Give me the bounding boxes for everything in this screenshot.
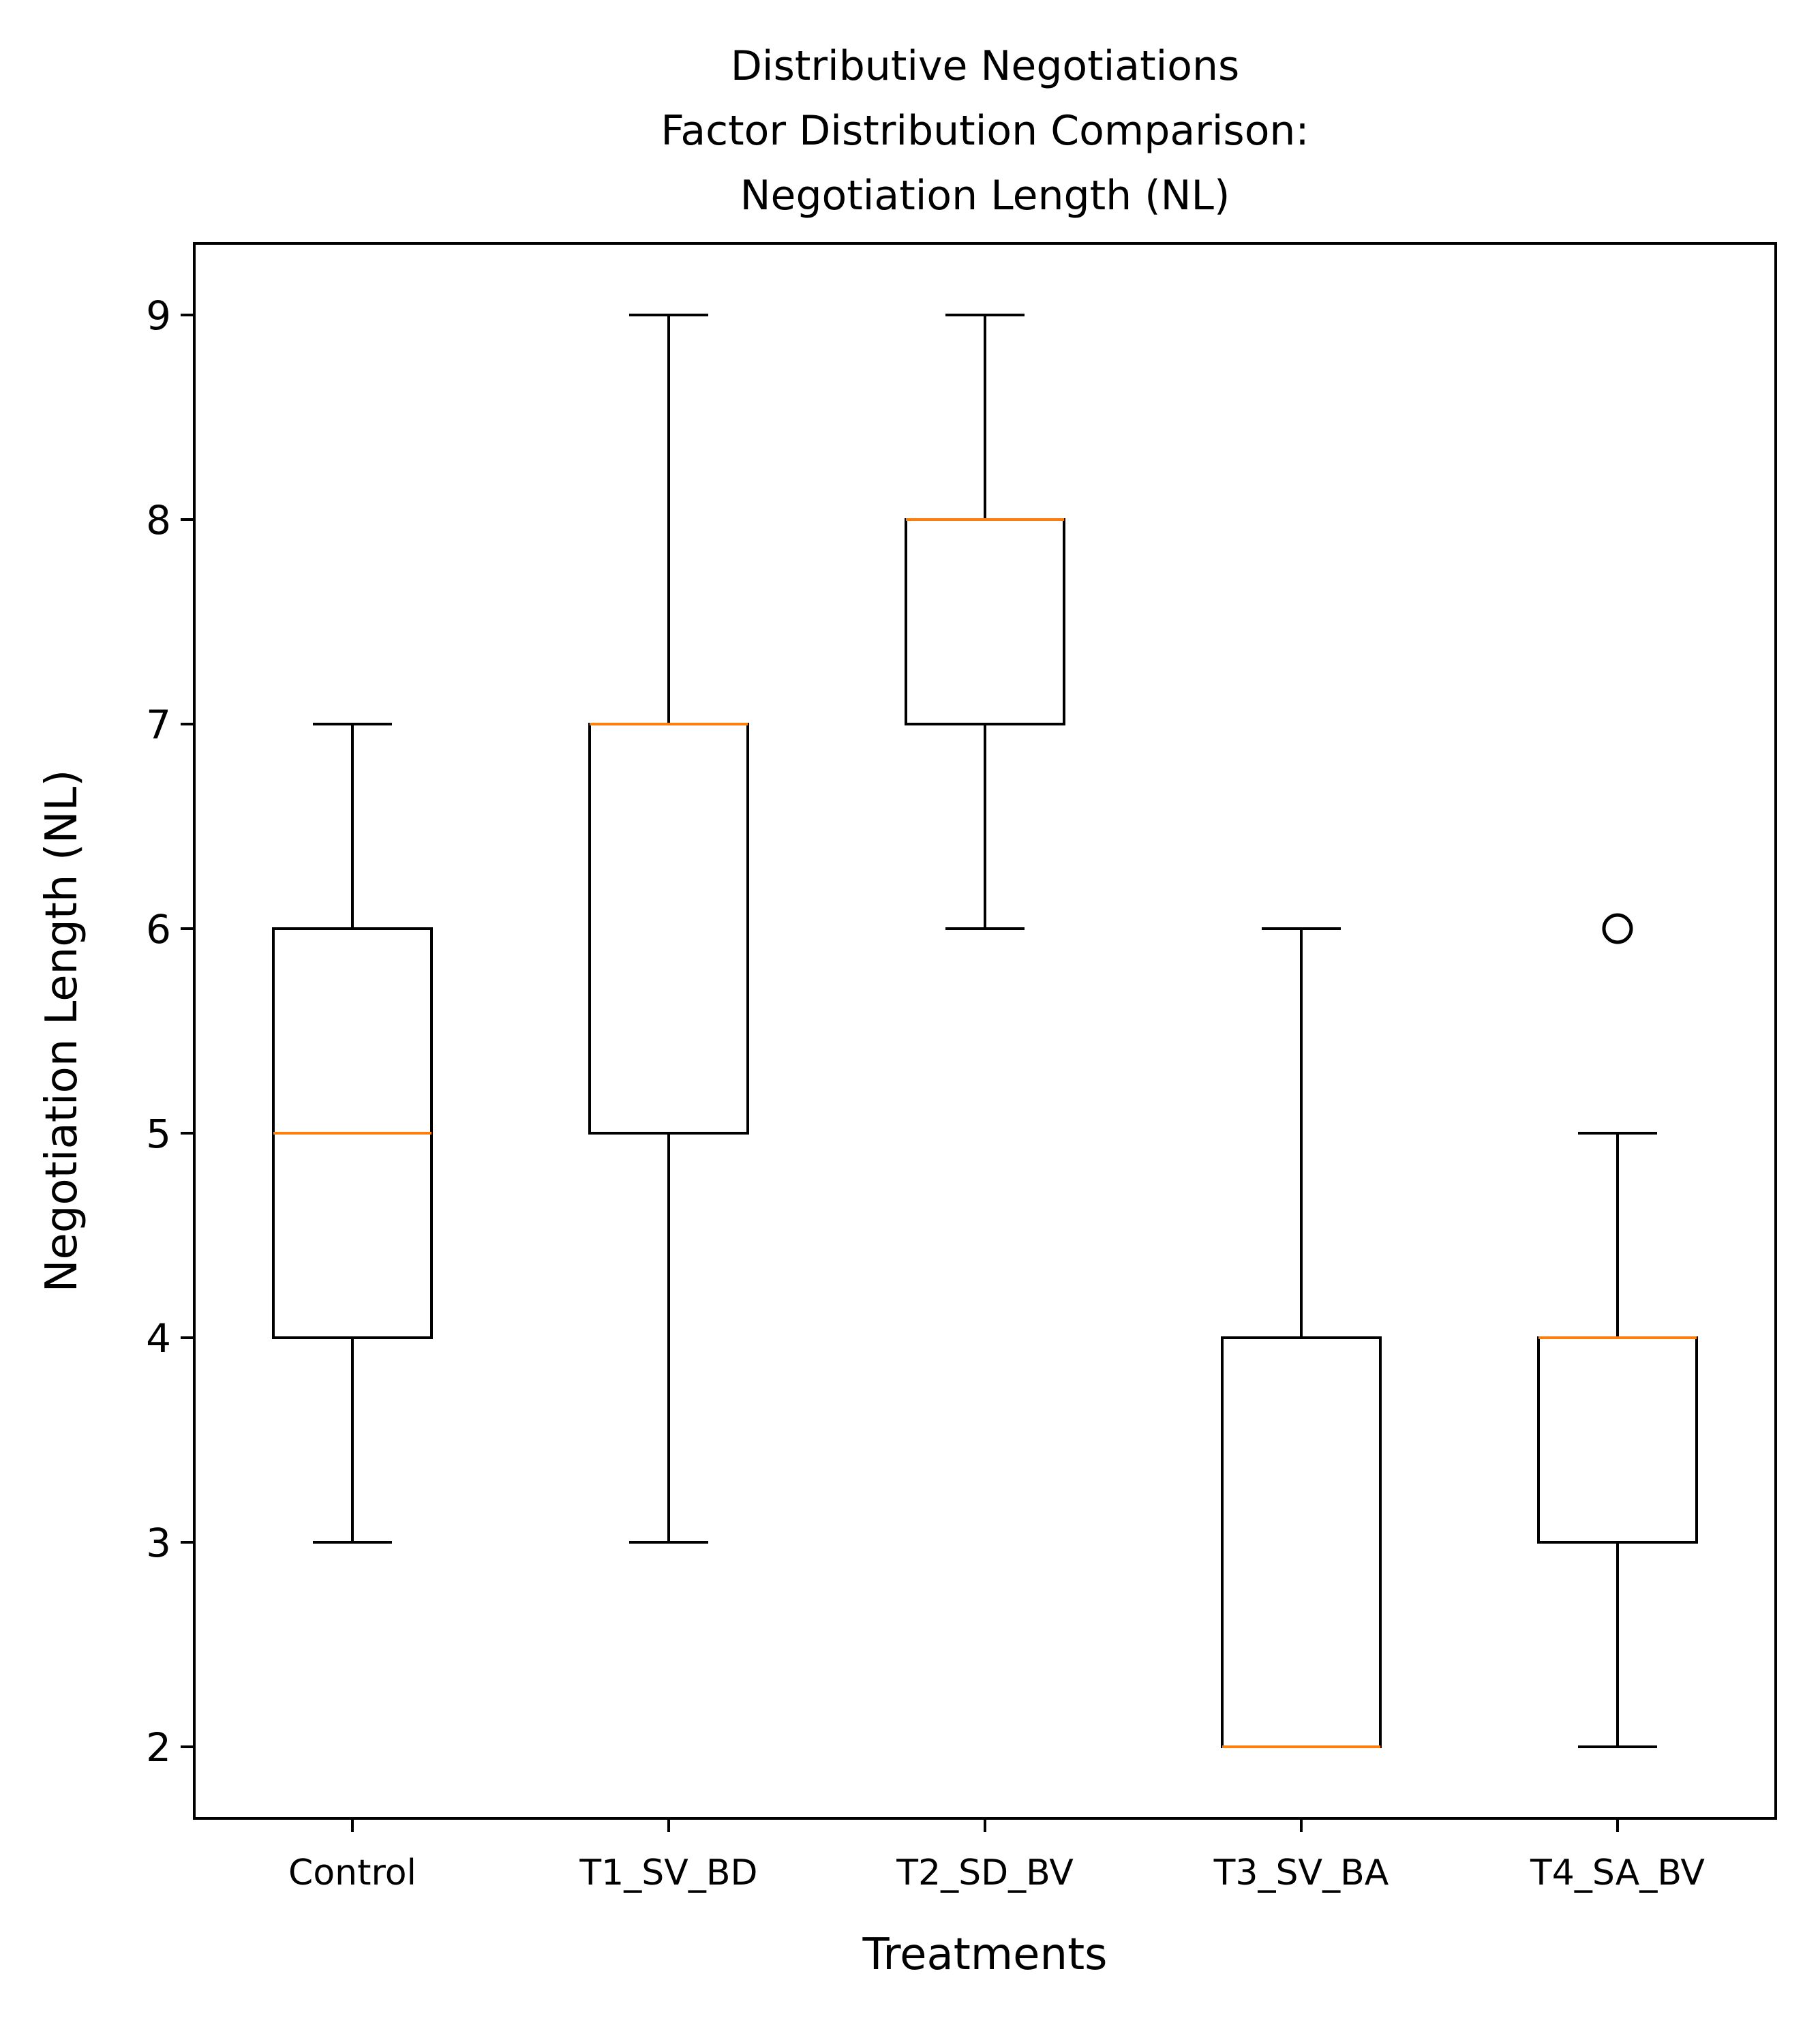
- plot-area-frame: [193, 242, 1777, 1820]
- iqr-box: [1221, 1336, 1382, 1748]
- box-item: [1221, 927, 1382, 1748]
- y-tick-label: 4: [146, 1315, 171, 1362]
- chart-title: Distributive Negotiations Factor Distrib…: [661, 42, 1309, 220]
- y-tick-label: 2: [146, 1724, 171, 1771]
- box-item: [588, 314, 749, 1544]
- y-axis-label: Negotiation Length (NL): [37, 770, 87, 1293]
- y-tick-label: 8: [146, 497, 171, 543]
- x-tick-label: T3_SV_BA: [1213, 1852, 1389, 1893]
- x-tick-label: T1_SV_BD: [579, 1852, 757, 1893]
- box-item: [1537, 913, 1698, 1748]
- box-series: [272, 314, 1698, 1748]
- chart-title-line-1: Distributive Negotiations: [731, 42, 1240, 90]
- outlier-point: [1602, 913, 1633, 944]
- y-tick-label: 9: [146, 292, 171, 339]
- x-tick-label: Control: [288, 1852, 416, 1893]
- iqr-box: [905, 518, 1065, 725]
- x-axis-ticks: Control T1_SV_BD T2_SD_BV T3_SV_BA T4_SA_BV: [288, 1818, 1705, 1893]
- iqr-box: [588, 723, 749, 1135]
- x-tick-label: T2_SD_BV: [896, 1852, 1074, 1893]
- chart-title-line-2: Factor Distribution Comparison:: [661, 107, 1309, 155]
- y-tick-label: 3: [146, 1520, 171, 1566]
- y-tick-label: 7: [146, 702, 171, 748]
- chart-title-line-3: Negotiation Length (NL): [740, 172, 1230, 220]
- x-tick-label: T4_SA_BV: [1530, 1852, 1705, 1893]
- y-tick-label: 5: [146, 1111, 171, 1157]
- box-item: [905, 314, 1065, 930]
- x-axis-label: Treatments: [862, 1930, 1108, 1980]
- y-axis-ticks: 2 3 4 5 6 7 8 9: [146, 292, 194, 1771]
- iqr-box: [1537, 1336, 1698, 1544]
- y-tick-label: 6: [146, 906, 171, 952]
- box-item: [272, 723, 433, 1544]
